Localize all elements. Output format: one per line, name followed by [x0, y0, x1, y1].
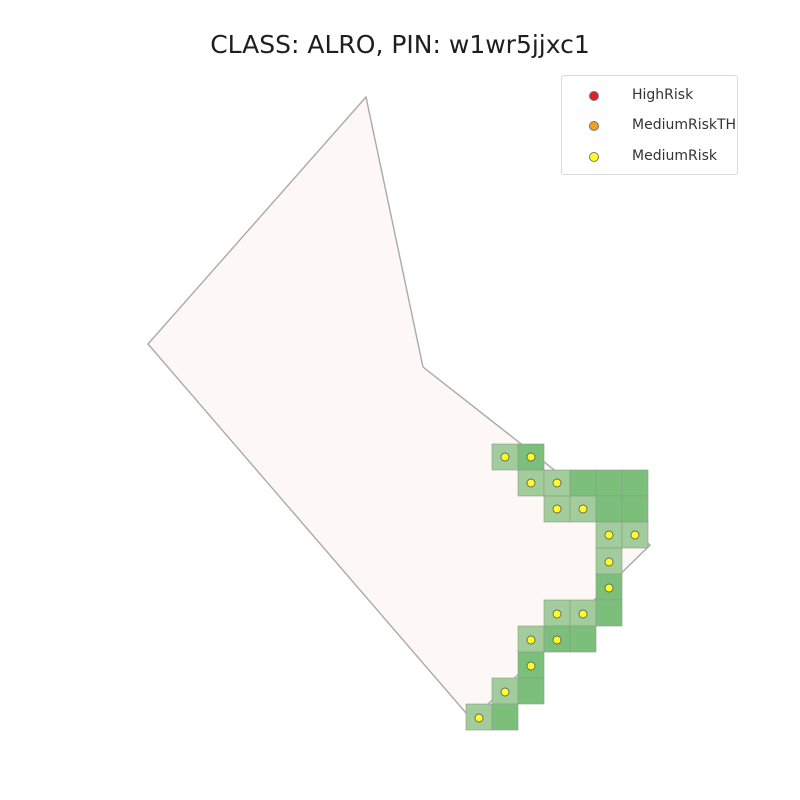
grid-cells — [465, 443, 649, 731]
grid-cell — [595, 599, 623, 627]
grid-cell — [621, 469, 649, 497]
medium-risk-point — [604, 557, 614, 567]
grid-cell — [621, 495, 649, 523]
medium-risk-point — [526, 661, 536, 671]
medium-risk-marker-icon — [589, 152, 599, 162]
grid-cell — [569, 625, 597, 653]
medium-risk-th-marker-icon — [589, 121, 599, 131]
medium-risk-point — [578, 504, 588, 514]
risk-points — [474, 452, 640, 723]
grid-cell — [517, 677, 545, 705]
medium-risk-point — [500, 687, 510, 697]
grid-cell — [595, 495, 623, 523]
medium-risk-point — [526, 478, 536, 488]
medium-risk-point — [552, 478, 562, 488]
medium-risk-point — [552, 609, 562, 619]
medium-risk-point — [526, 635, 536, 645]
legend-label-medium-risk: MediumRisk — [632, 148, 717, 164]
high-risk-marker-icon — [589, 91, 599, 101]
medium-risk-point — [604, 583, 614, 593]
grid-cell — [569, 469, 597, 497]
legend-item-high-risk: HighRisk — [562, 86, 739, 106]
legend: HighRisk MediumRiskTH MediumRisk — [561, 75, 738, 175]
medium-risk-point — [474, 713, 484, 723]
medium-risk-point — [578, 609, 588, 619]
grid-cell — [491, 703, 519, 731]
legend-item-medium-risk-th: MediumRiskTH — [562, 116, 739, 136]
legend-label-medium-risk-th: MediumRiskTH — [632, 117, 737, 133]
medium-risk-point — [552, 504, 562, 514]
legend-label-high-risk: HighRisk — [632, 87, 694, 103]
grid-cell — [595, 469, 623, 497]
medium-risk-point — [500, 452, 510, 462]
legend-item-medium-risk: MediumRisk — [562, 147, 739, 167]
medium-risk-point — [526, 452, 536, 462]
medium-risk-point — [552, 635, 562, 645]
medium-risk-point — [630, 530, 640, 540]
map-title: CLASS: ALRO, PIN: w1wr5jjxc1 — [210, 30, 590, 59]
medium-risk-point — [604, 530, 614, 540]
